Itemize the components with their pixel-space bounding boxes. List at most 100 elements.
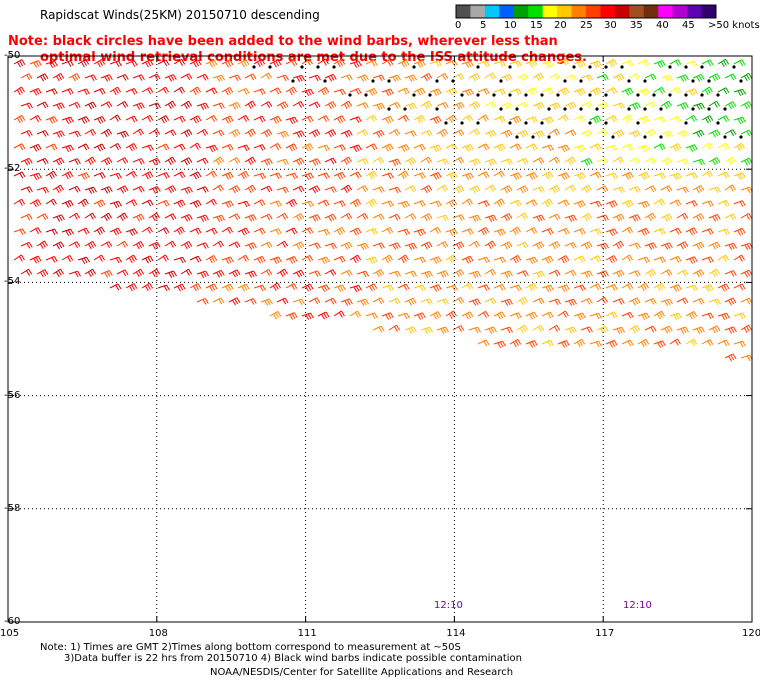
wind-barb bbox=[397, 254, 409, 264]
wind-barb bbox=[701, 312, 714, 320]
wind-barb bbox=[605, 87, 618, 95]
wind-barb bbox=[724, 242, 737, 251]
wind-barb bbox=[221, 86, 234, 96]
contamination-dot bbox=[659, 107, 663, 111]
wind-barb bbox=[253, 199, 266, 207]
wind-barb bbox=[605, 283, 618, 291]
contamination-dot bbox=[412, 65, 416, 69]
wind-barb bbox=[676, 102, 689, 110]
wind-barb bbox=[413, 143, 426, 151]
wind-barb bbox=[36, 213, 49, 221]
contamination-dot bbox=[611, 135, 615, 139]
wind-barb bbox=[468, 298, 481, 306]
wind-barb bbox=[676, 297, 689, 305]
wind-barb bbox=[68, 130, 81, 138]
contamination-dot bbox=[332, 65, 336, 69]
wind-barb bbox=[676, 212, 689, 220]
latitude-label: -56 bbox=[4, 389, 21, 401]
contamination-dot bbox=[268, 65, 272, 69]
wind-barb bbox=[84, 128, 97, 136]
wind-barb bbox=[676, 326, 689, 334]
wind-barb bbox=[413, 200, 426, 207]
contamination-dot bbox=[691, 107, 695, 111]
wind-barb bbox=[317, 87, 330, 96]
wind-barb bbox=[212, 184, 224, 192]
wind-barb bbox=[196, 73, 209, 81]
wind-barb bbox=[317, 58, 329, 66]
wind-barb bbox=[573, 338, 586, 348]
wind-barb bbox=[740, 242, 754, 251]
wind-barb bbox=[573, 255, 586, 263]
wind-barb bbox=[557, 144, 570, 152]
wind-barb bbox=[708, 186, 721, 194]
wind-barb bbox=[269, 87, 282, 95]
legend-swatch bbox=[470, 5, 486, 18]
wind-barb bbox=[461, 198, 473, 206]
wind-barb bbox=[468, 158, 481, 166]
wind-barb bbox=[388, 242, 401, 250]
wind-barb bbox=[141, 87, 154, 95]
contamination-dot bbox=[588, 121, 592, 125]
latitude-label: -50 bbox=[4, 50, 21, 61]
contamination-dot bbox=[364, 93, 368, 97]
wind-barb bbox=[445, 199, 458, 208]
wind-barb bbox=[701, 142, 713, 150]
wind-barb bbox=[436, 158, 449, 165]
contamination-dot bbox=[563, 107, 567, 111]
wind-barb bbox=[397, 170, 409, 180]
wind-barb bbox=[548, 156, 560, 164]
wind-barb bbox=[173, 171, 186, 179]
wind-barb bbox=[445, 114, 457, 124]
wind-barb bbox=[205, 198, 218, 206]
wind-barb bbox=[548, 269, 561, 277]
wind-barb bbox=[621, 199, 634, 208]
wind-barb bbox=[404, 157, 417, 166]
contamination-dot bbox=[323, 79, 327, 83]
wind-barb bbox=[589, 115, 602, 124]
wind-barb bbox=[541, 144, 554, 152]
wind-barb bbox=[372, 129, 385, 138]
wind-barb bbox=[349, 87, 362, 95]
legend-label: 25 bbox=[580, 20, 593, 31]
wind-barb bbox=[132, 102, 145, 110]
wind-barb bbox=[52, 184, 64, 194]
wind-barb bbox=[660, 130, 673, 139]
wind-barb bbox=[349, 254, 362, 264]
wind-barb bbox=[557, 58, 569, 66]
wind-barb bbox=[260, 129, 273, 138]
wind-barb bbox=[637, 115, 650, 124]
wind-barb bbox=[589, 312, 602, 320]
wind-barb bbox=[484, 72, 496, 80]
wind-barb bbox=[605, 255, 618, 264]
wind-barb bbox=[500, 213, 513, 222]
wind-barb bbox=[340, 298, 353, 306]
wind-barb bbox=[20, 241, 33, 249]
wind-barb bbox=[93, 172, 106, 179]
wind-barb bbox=[253, 255, 266, 264]
wind-barb bbox=[125, 199, 138, 207]
wind-barb bbox=[452, 156, 465, 164]
wind-barb bbox=[637, 312, 650, 320]
wind-barb bbox=[644, 157, 657, 165]
wind-barb bbox=[285, 86, 297, 96]
wind-barb bbox=[61, 228, 74, 237]
wind-barb bbox=[532, 214, 545, 222]
wind-barb bbox=[180, 268, 193, 276]
wind-barb bbox=[61, 254, 74, 262]
wind-barb bbox=[77, 227, 90, 235]
wind-barb bbox=[653, 60, 666, 68]
wind-barb bbox=[708, 129, 721, 138]
wind-barb bbox=[685, 172, 698, 179]
wind-barb bbox=[109, 60, 122, 68]
wind-barb bbox=[116, 240, 129, 248]
wind-barb bbox=[52, 241, 65, 250]
wind-barb bbox=[52, 73, 65, 82]
wind-barb bbox=[260, 241, 273, 249]
wind-barb bbox=[637, 171, 650, 180]
wind-barb bbox=[669, 172, 682, 181]
wind-barb bbox=[628, 186, 641, 193]
wind-barb bbox=[36, 240, 48, 250]
wind-barb bbox=[468, 128, 480, 136]
wind-barb bbox=[509, 338, 522, 348]
